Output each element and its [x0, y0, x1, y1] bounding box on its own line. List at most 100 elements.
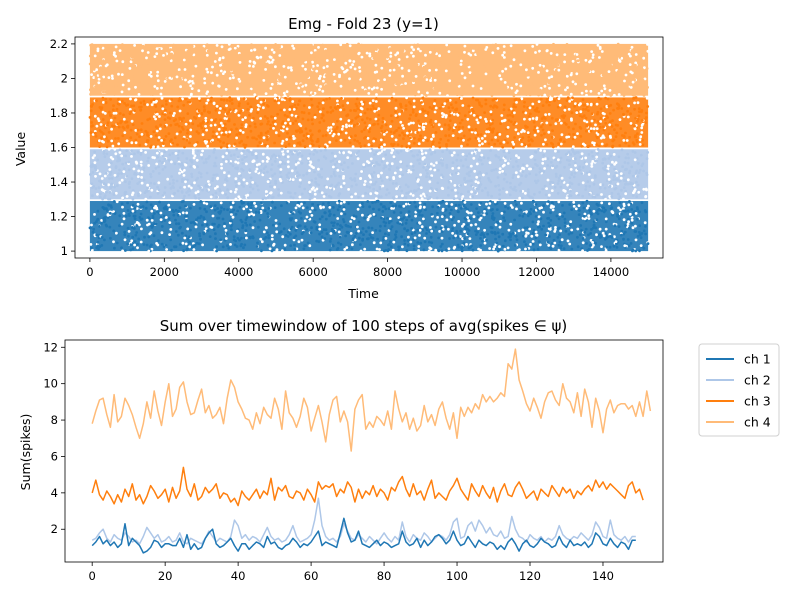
scatter-point — [487, 130, 491, 134]
scatter-point — [581, 194, 585, 198]
scatter-point — [118, 151, 122, 154]
scatter-point — [570, 231, 574, 235]
scatter-point — [89, 92, 92, 96]
scatter-point — [241, 224, 245, 228]
scatter-point — [494, 43, 498, 46]
scatter-point — [486, 193, 490, 197]
scatter-point — [436, 205, 440, 209]
scatter-point — [376, 162, 380, 166]
scatter-point — [185, 211, 189, 215]
scatter-point — [139, 206, 143, 209]
scatter-point — [233, 123, 236, 126]
scatter-point — [452, 89, 455, 93]
scatter-point — [272, 126, 275, 130]
scatter-point — [199, 124, 203, 128]
scatter-point — [278, 170, 282, 174]
scatter-point — [333, 79, 337, 83]
scatter-point — [312, 186, 315, 190]
scatter-point — [223, 222, 226, 225]
scatter-point — [112, 46, 115, 49]
scatter-point — [639, 153, 643, 157]
scatter-point — [274, 131, 278, 135]
scatter-point — [368, 81, 372, 84]
scatter-point — [554, 149, 557, 153]
scatter-point — [519, 49, 523, 53]
scatter-point — [181, 178, 184, 181]
scatter-point — [569, 189, 572, 193]
scatter-point — [540, 93, 544, 97]
scatter-point — [477, 211, 480, 215]
scatter-point — [121, 83, 125, 87]
scatter-point — [377, 208, 381, 212]
scatter-point — [206, 144, 210, 148]
scatter-point — [346, 57, 350, 61]
scatter-point — [438, 91, 442, 95]
scatter-point — [538, 49, 541, 53]
scatter-point — [420, 214, 424, 217]
scatter-point — [296, 203, 300, 207]
scatter-point — [520, 143, 524, 146]
scatter-point — [396, 143, 400, 147]
scatter-point — [519, 84, 523, 88]
scatter-point — [424, 53, 427, 57]
scatter-point — [264, 143, 267, 147]
scatter-point — [343, 212, 347, 216]
scatter-point — [236, 236, 240, 240]
scatter-point — [238, 205, 242, 209]
scatter-point — [622, 134, 626, 138]
scatter-point — [190, 58, 194, 62]
scatter-point — [399, 168, 403, 172]
scatter-point — [533, 125, 537, 129]
scatter-point — [289, 122, 292, 125]
scatter-point — [122, 45, 126, 48]
scatter-point — [542, 142, 545, 146]
scatter-point — [607, 178, 611, 181]
scatter-point — [172, 213, 176, 217]
scatter-point — [102, 62, 106, 66]
scatter-point — [541, 158, 545, 161]
scatter-point — [430, 123, 434, 127]
scatter-point — [322, 107, 325, 110]
scatter-point — [541, 128, 545, 132]
scatter-point — [312, 153, 315, 156]
scatter-point — [235, 184, 238, 188]
scatter-point — [339, 202, 343, 205]
scatter-point — [424, 122, 428, 126]
scatter-point — [178, 206, 182, 210]
scatter-point — [252, 213, 256, 217]
scatter-point — [192, 156, 196, 160]
scatter-point — [397, 58, 401, 61]
scatter-point — [410, 218, 414, 222]
scatter-point — [583, 212, 587, 216]
scatter-point — [509, 157, 512, 161]
scatter-point — [362, 128, 366, 132]
scatter-point — [553, 99, 556, 103]
scatter-point — [494, 97, 498, 101]
scatter-point — [488, 161, 492, 165]
scatter-point — [336, 86, 340, 89]
scatter-point — [321, 134, 325, 138]
scatter-point — [396, 151, 400, 155]
scatter-point — [584, 108, 588, 111]
scatter-point — [558, 240, 562, 244]
scatter-point — [223, 183, 227, 187]
scatter-point — [102, 149, 106, 153]
scatter-point — [338, 174, 341, 178]
scatter-point — [273, 99, 277, 103]
scatter-point — [124, 154, 127, 158]
scatter-point — [455, 158, 459, 162]
scatter-point — [490, 230, 493, 234]
scatter-point — [152, 145, 156, 149]
scatter-point — [112, 240, 115, 244]
scatter-point — [336, 168, 340, 172]
scatter-point — [451, 106, 455, 110]
scatter-point — [267, 236, 271, 240]
scatter-point — [409, 170, 413, 174]
scatter-point — [340, 212, 343, 216]
scatter-point — [533, 58, 537, 62]
scatter-point — [113, 124, 116, 128]
scatter-point — [204, 184, 208, 188]
scatter-point — [248, 124, 252, 128]
scatter-point — [350, 247, 354, 251]
scatter-point — [594, 226, 598, 230]
